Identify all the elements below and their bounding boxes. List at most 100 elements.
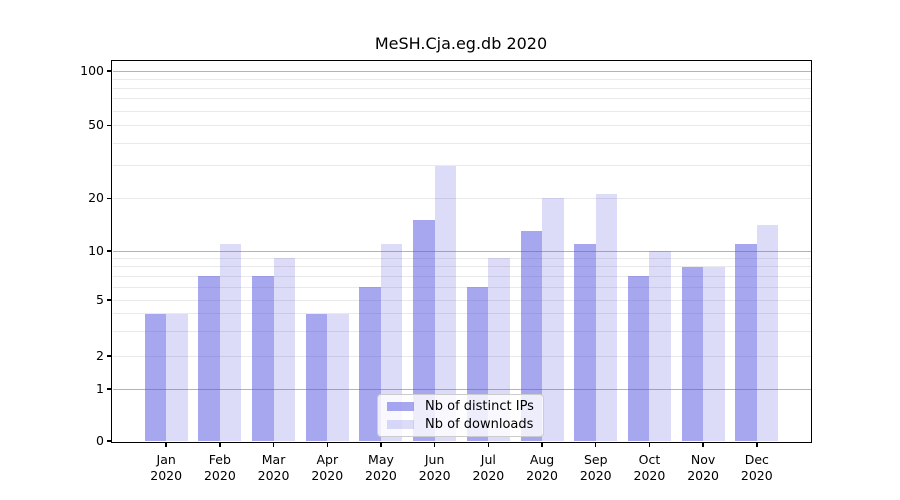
bar-distinct-ips-mar [252, 276, 274, 441]
y-axis-tick-label: 20 [88, 190, 104, 206]
bar-distinct-ips-feb [198, 276, 220, 441]
year-label: 2020 [633, 467, 666, 483]
year-label: 2020 [687, 467, 720, 483]
x-axis-tick-label: Oct 2020 [617, 452, 681, 483]
y-axis-tick-label: 100 [80, 63, 104, 78]
x-axis-tick-label: Apr 2020 [295, 452, 359, 483]
minor-gridline [112, 110, 811, 112]
year-label: 2020 [472, 467, 505, 483]
month-label: Nov [690, 452, 716, 467]
y-axis-tick [107, 355, 112, 357]
month-label: Feb [208, 452, 231, 467]
minor-gridline [112, 197, 811, 199]
plot-frame [111, 59, 812, 443]
minor-gridline [112, 286, 811, 288]
bar-downloads-nov [703, 266, 725, 441]
legend-item-distinct-ips: Nb of distinct IPs [378, 399, 543, 414]
y-axis-tick [107, 388, 112, 390]
major-gridline [112, 70, 811, 72]
month-label: Apr [316, 452, 339, 467]
bar-distinct-ips-jun [413, 220, 435, 441]
month-label: Oct [638, 452, 661, 467]
month-label: Sep [583, 452, 608, 467]
x-axis-tick [219, 442, 221, 447]
y-axis-tick-label: 5 [96, 292, 104, 307]
year-label: 2020 [579, 467, 612, 483]
year-label: 2020 [365, 467, 397, 483]
month-label: Mar [261, 452, 286, 467]
bar-distinct-ips-jan [144, 313, 167, 441]
minor-gridline [112, 313, 811, 315]
month-label: May [368, 452, 394, 467]
bar-downloads-dec [756, 225, 779, 441]
year-label: 2020 [311, 467, 344, 483]
minor-gridline [112, 257, 811, 259]
x-axis-tick-label: Sep 2020 [564, 452, 628, 483]
y-axis-tick-label: 50 [88, 117, 104, 133]
x-axis-tick-label: Mar 2020 [242, 452, 306, 483]
year-label: 2020 [418, 467, 451, 483]
x-axis-tick [594, 442, 597, 447]
x-axis-tick [756, 442, 758, 447]
x-axis-tick-label: Jul 2020 [456, 452, 520, 483]
x-axis-tick [272, 442, 275, 447]
x-axis-tick [648, 442, 651, 447]
x-axis-tick [380, 442, 382, 447]
x-axis-tick-label: Feb 2020 [188, 452, 252, 483]
legend-label-distinct-ips: Nb of distinct IPs [425, 399, 534, 414]
y-axis-tick [107, 197, 112, 200]
x-axis-tick-label: Aug 2020 [510, 452, 574, 483]
legend-swatch-downloads [387, 420, 414, 429]
y-axis-tick [107, 440, 112, 442]
bar-downloads-jun [434, 165, 457, 441]
bar-downloads-feb [219, 243, 242, 441]
y-axis-tick-label: 1 [96, 381, 104, 396]
bar-downloads-apr [327, 313, 349, 441]
minor-gridline [112, 124, 811, 126]
minor-gridline [112, 330, 811, 332]
bar-downloads-oct [649, 251, 671, 441]
x-axis-tick-label: Jan 2020 [134, 452, 198, 483]
month-label: Jul [480, 452, 496, 467]
month-label: Jan [156, 452, 176, 467]
y-axis-tick [107, 70, 112, 72]
bar-distinct-ips-aug [520, 231, 543, 441]
year-label: 2020 [526, 467, 558, 483]
bar-distinct-ips-sep [574, 243, 596, 441]
year-label: 2020 [203, 467, 236, 483]
bar-distinct-ips-may [359, 287, 381, 441]
minor-gridline [112, 275, 811, 277]
legend-label-downloads: Nb of downloads [425, 417, 534, 432]
y-axis-tick-label: 0 [96, 433, 104, 448]
bar-distinct-ips-oct [627, 276, 650, 441]
x-axis-tick-label: Nov 2020 [671, 452, 735, 483]
x-axis-tick [433, 442, 436, 447]
bar-distinct-ips-apr [305, 313, 328, 441]
minor-gridline [112, 142, 811, 144]
x-axis-tick-label: Dec 2020 [725, 452, 789, 483]
y-axis-tick [107, 299, 112, 301]
month-label: Dec [744, 452, 769, 467]
bar-downloads-sep [595, 194, 618, 441]
year-label: 2020 [150, 467, 183, 483]
major-gridline [112, 250, 811, 252]
x-axis-tick [487, 442, 490, 447]
minor-gridline [112, 87, 811, 89]
minor-gridline [112, 299, 811, 301]
minor-gridline [112, 266, 811, 268]
minor-gridline [112, 165, 811, 167]
x-axis-tick-label: Jun 2020 [403, 452, 467, 483]
bar-downloads-jan [166, 313, 188, 441]
minor-gridline [112, 355, 811, 357]
y-axis-tick [107, 250, 112, 252]
x-axis-tick [165, 442, 167, 447]
month-label: Jun [424, 452, 445, 467]
legend: Nb of distinct IPs Nb of downloads [377, 394, 544, 437]
bar-distinct-ips-dec [735, 243, 757, 441]
year-label: 2020 [740, 467, 773, 483]
x-axis-tick [541, 442, 543, 447]
y-axis-tick-label: 10 [88, 243, 104, 258]
y-axis-tick-label: 2 [96, 348, 104, 363]
